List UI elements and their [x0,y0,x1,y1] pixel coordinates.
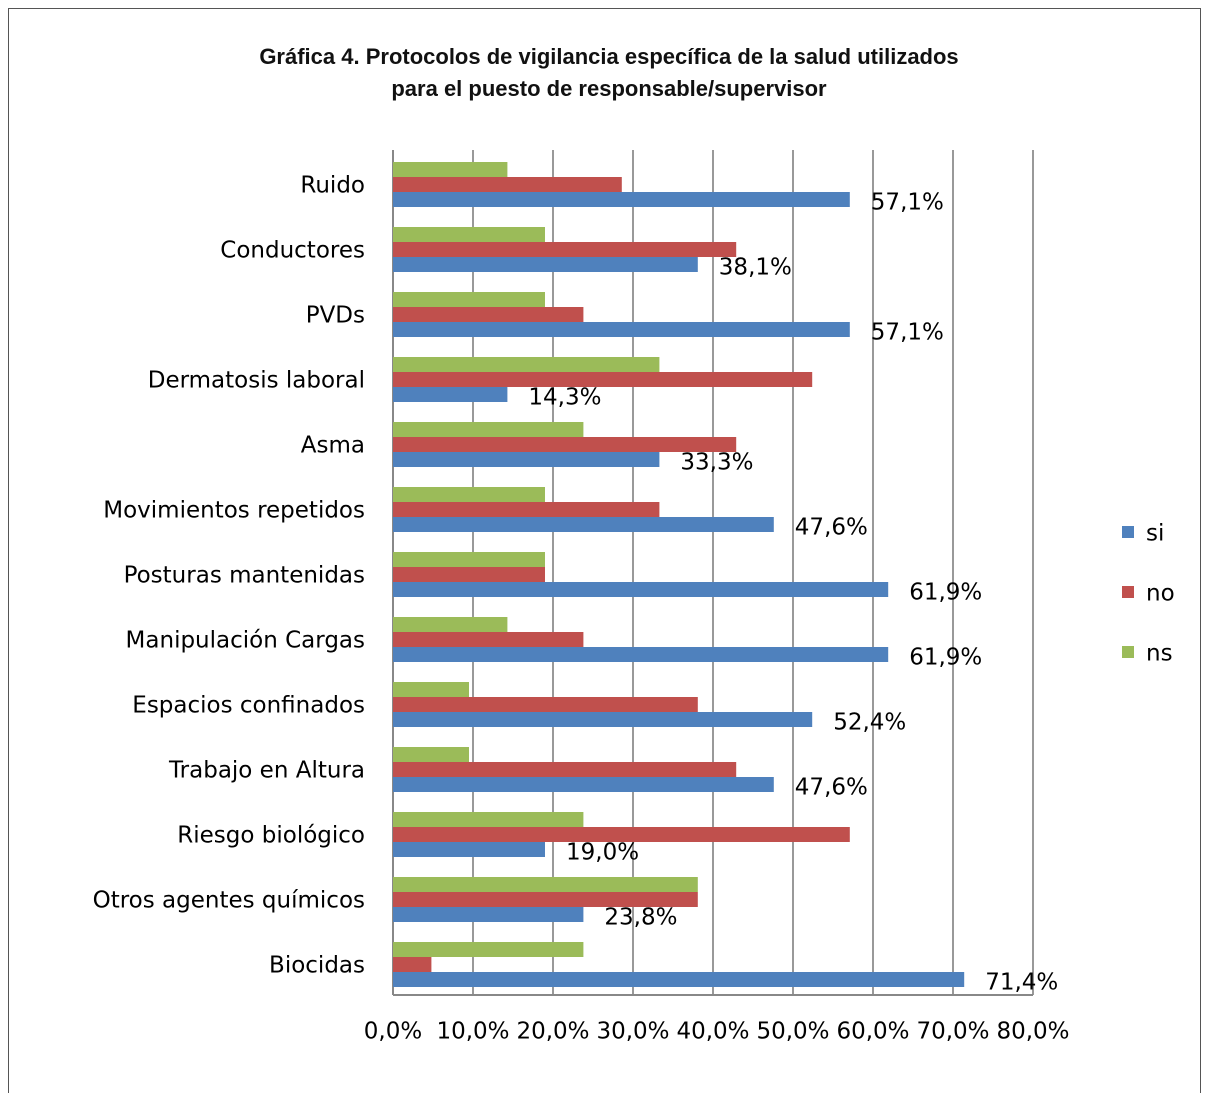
bar [393,812,584,827]
bar [393,942,584,957]
bar [393,292,545,307]
x-tick-label: 30,0% [596,1019,669,1045]
data-label: 19,0% [566,840,639,866]
x-tick-label: 50,0% [756,1019,829,1045]
x-tick-label: 0,0% [364,1019,422,1045]
x-tick-label: 20,0% [516,1019,589,1045]
bar [393,972,965,987]
y-tick-label: Riesgo biológico [177,823,365,849]
bar [393,257,698,272]
bar [393,487,545,502]
y-tick-label: Espacios confinados [132,693,365,719]
y-tick-label: Movimientos repetidos [103,498,365,524]
legend-swatch [1122,526,1134,538]
bar [393,387,508,402]
data-label: 23,8% [604,905,677,931]
y-tick-label: Biocidas [269,953,365,979]
data-label: 33,3% [680,450,753,476]
legend-swatch [1122,646,1134,658]
y-tick-label: Trabajo en Altura [168,758,365,784]
x-tick-label: 40,0% [676,1019,749,1045]
bar [393,227,545,242]
bar [393,307,584,322]
bar [393,567,545,582]
legend-label: si [1146,521,1164,547]
chart-title: para el puesto de responsable/supervisor [391,76,827,101]
bar [393,827,850,842]
data-label: 52,4% [833,710,906,736]
frame [8,8,1201,1093]
y-tick-label: Manipulación Cargas [126,628,365,654]
data-label: 57,1% [871,190,944,216]
bar [393,747,469,762]
bar [393,452,660,467]
x-tick-label: 70,0% [916,1019,989,1045]
data-label: 57,1% [871,320,944,346]
bar [393,647,889,662]
bar [393,632,584,647]
bar [393,777,774,792]
bar [393,242,737,257]
bar [393,502,660,517]
bar [393,892,698,907]
x-tick-label: 10,0% [436,1019,509,1045]
y-tick-label: PVDs [306,303,365,329]
bar [393,712,813,727]
bar [393,877,698,892]
chart-title: Gráfica 4. Protocolos de vigilancia espe… [259,44,958,69]
data-label: 47,6% [795,775,868,801]
data-label: 38,1% [719,255,792,281]
bar [393,437,737,452]
bar [393,957,432,972]
bar [393,682,469,697]
data-label: 61,9% [909,580,982,606]
bar [393,517,774,532]
y-tick-label: Asma [301,433,365,459]
bar [393,697,698,712]
y-tick-label: Dermatosis laboral [148,368,365,394]
bar [393,617,508,632]
bar [393,422,584,437]
bar [393,372,813,387]
data-label: 71,4% [985,970,1058,996]
data-label: 47,6% [795,515,868,541]
y-tick-label: Ruido [300,173,365,199]
x-tick-label: 80,0% [996,1019,1069,1045]
data-label: 14,3% [528,385,601,411]
bar [393,357,660,372]
bar [393,842,545,857]
bar [393,322,850,337]
y-tick-label: Conductores [220,238,365,264]
x-tick-label: 60,0% [836,1019,909,1045]
bar [393,177,622,192]
legend-label: ns [1146,641,1173,667]
legend-label: no [1146,581,1175,607]
bar [393,907,584,922]
y-tick-label: Otros agentes químicos [93,888,365,914]
data-label: 61,9% [909,645,982,671]
y-tick-label: Posturas mantenidas [124,563,365,589]
bar [393,552,545,567]
bar [393,582,889,597]
legend-swatch [1122,586,1134,598]
bar [393,162,508,177]
bar [393,762,737,777]
bar [393,192,850,207]
